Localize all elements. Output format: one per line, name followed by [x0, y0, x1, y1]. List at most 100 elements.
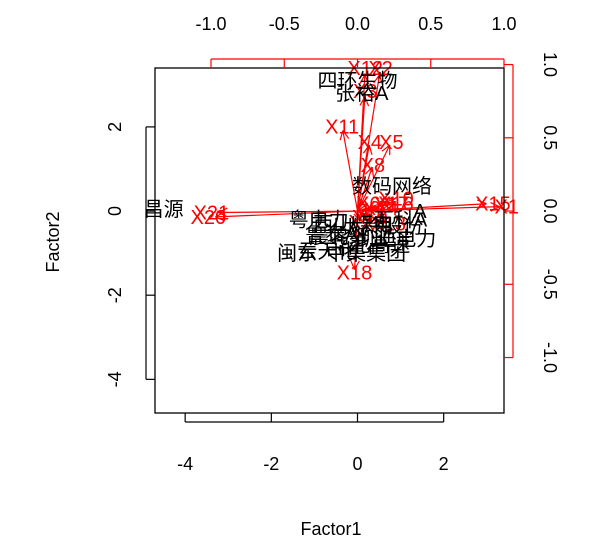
loading-arrow	[357, 206, 500, 212]
loading-arrowhead	[378, 74, 383, 85]
score-label: 昌源	[144, 198, 184, 221]
loading-arrowhead	[373, 74, 380, 84]
loading-arrowhead	[215, 216, 225, 222]
score-label: 四环生物	[318, 70, 398, 93]
y-tick-label: 0	[105, 206, 125, 216]
loading-arrowhead	[368, 144, 373, 155]
loading-arrowhead	[364, 96, 370, 107]
loading-label: X8	[361, 155, 385, 177]
score-label: 粤电力	[289, 208, 349, 231]
loading-label: X11	[325, 116, 359, 138]
loading-arrowhead	[362, 208, 370, 218]
loading-arrow	[357, 203, 487, 212]
loading-arrowhead	[362, 144, 370, 154]
score-label: 张裕A	[335, 82, 389, 105]
loading-arrowhead	[379, 200, 390, 205]
loading-label: X20	[191, 207, 227, 229]
top-tick-label: -0.5	[269, 14, 300, 34]
loading-arrow	[356, 144, 391, 212]
right-tick-label: -0.5	[540, 269, 560, 300]
loading-label: X15	[475, 193, 511, 215]
top-tick-label: -1.0	[195, 14, 226, 34]
loading-label: X16	[378, 193, 414, 215]
score-label: 鲁泰A	[305, 223, 359, 246]
loading-arrowhead	[385, 203, 395, 211]
score-label: 闽东	[277, 242, 317, 265]
top-tick-label: 1.0	[491, 14, 516, 34]
score-label: 中集集团	[326, 242, 406, 265]
score-label: 西山煤电	[313, 213, 393, 236]
loading-arrowhead	[359, 74, 366, 84]
x-tick-label: 2	[439, 454, 449, 474]
loading-arrowhead	[218, 211, 228, 218]
loading-label: X5	[379, 132, 403, 154]
axes-layer: -4 -2 0 2 -4 -2 0 2 -1.0 -0.5 0.0 0.5 1.0 -1.0 -0.5 0.0…	[105, 14, 560, 474]
loading-arrowhead	[366, 212, 373, 222]
x-tick-label: -4	[177, 454, 193, 474]
loading-arrowhead	[381, 203, 391, 211]
loading-arrowhead	[350, 260, 356, 270]
loading-arrowhead	[218, 207, 228, 214]
loading-arrow	[357, 203, 390, 212]
loading-arrowhead	[364, 74, 370, 85]
loading-arrowhead	[354, 260, 360, 270]
loading-arrowhead	[371, 167, 375, 178]
loading-arrow	[356, 145, 370, 212]
loading-label: X3	[353, 81, 377, 103]
right-tick-label: 0.5	[540, 125, 560, 150]
loading-arrowhead	[490, 202, 500, 208]
loading-arrow	[342, 130, 359, 212]
loading-arrow	[357, 210, 370, 218]
loading-arrowhead	[476, 199, 487, 205]
loading-arrowhead	[342, 130, 350, 139]
loading-label: X13	[370, 213, 406, 235]
loading-label: X21	[194, 203, 230, 225]
loading-arrow	[218, 210, 358, 214]
loading-arrowhead	[364, 166, 373, 175]
right-tick-label: -1.0	[540, 342, 560, 373]
score-label: A	[413, 201, 427, 223]
score-label: 凯迪电力	[356, 227, 436, 250]
loading-arrow	[215, 210, 358, 218]
loading-label: X18	[337, 263, 373, 285]
loading-arrowhead	[384, 197, 395, 200]
loading-arrowhead	[490, 206, 500, 212]
y-tick-label: -4	[105, 371, 125, 387]
right-tick-label: 0.0	[540, 199, 560, 224]
loading-arrowhead	[376, 222, 387, 225]
loading-arrowhead	[339, 130, 344, 141]
loading-label: X2	[368, 58, 392, 80]
y-axis-label: Factor2	[43, 211, 63, 272]
x-tick-label: 0	[352, 454, 362, 474]
loading-arrowhead	[370, 207, 380, 215]
loading-arrowhead	[384, 200, 395, 205]
loading-label: X4	[358, 132, 382, 154]
loading-arrowhead	[379, 214, 388, 224]
score-label: 云天化	[297, 240, 357, 263]
loading-arrowhead	[362, 219, 373, 222]
loading-label: X12	[347, 58, 383, 80]
top-tick-label: 0.5	[418, 14, 443, 34]
loading-arrow	[356, 74, 366, 212]
x-axis-label: Factor1	[300, 519, 361, 539]
top-tick-label: 0.0	[345, 14, 370, 34]
loading-label: X17	[374, 193, 410, 215]
x-tick-label: -2	[263, 454, 279, 474]
loading-label: X19	[352, 207, 388, 229]
score-label: 万科A	[374, 208, 428, 231]
right-tick-label: 1.0	[540, 52, 560, 77]
loading-arrow	[357, 203, 369, 212]
loading-arrow	[353, 211, 359, 270]
loading-arrow	[356, 166, 373, 212]
y-tick-label: 2	[105, 122, 125, 132]
loading-arrowhead	[477, 203, 487, 210]
score-label: 数码网络	[352, 175, 432, 198]
y-tick-label: -2	[105, 287, 125, 303]
plot-frame	[154, 67, 505, 414]
score-label: 大冷股份	[343, 215, 423, 238]
score-label: 晨鸣纸业	[309, 225, 389, 248]
